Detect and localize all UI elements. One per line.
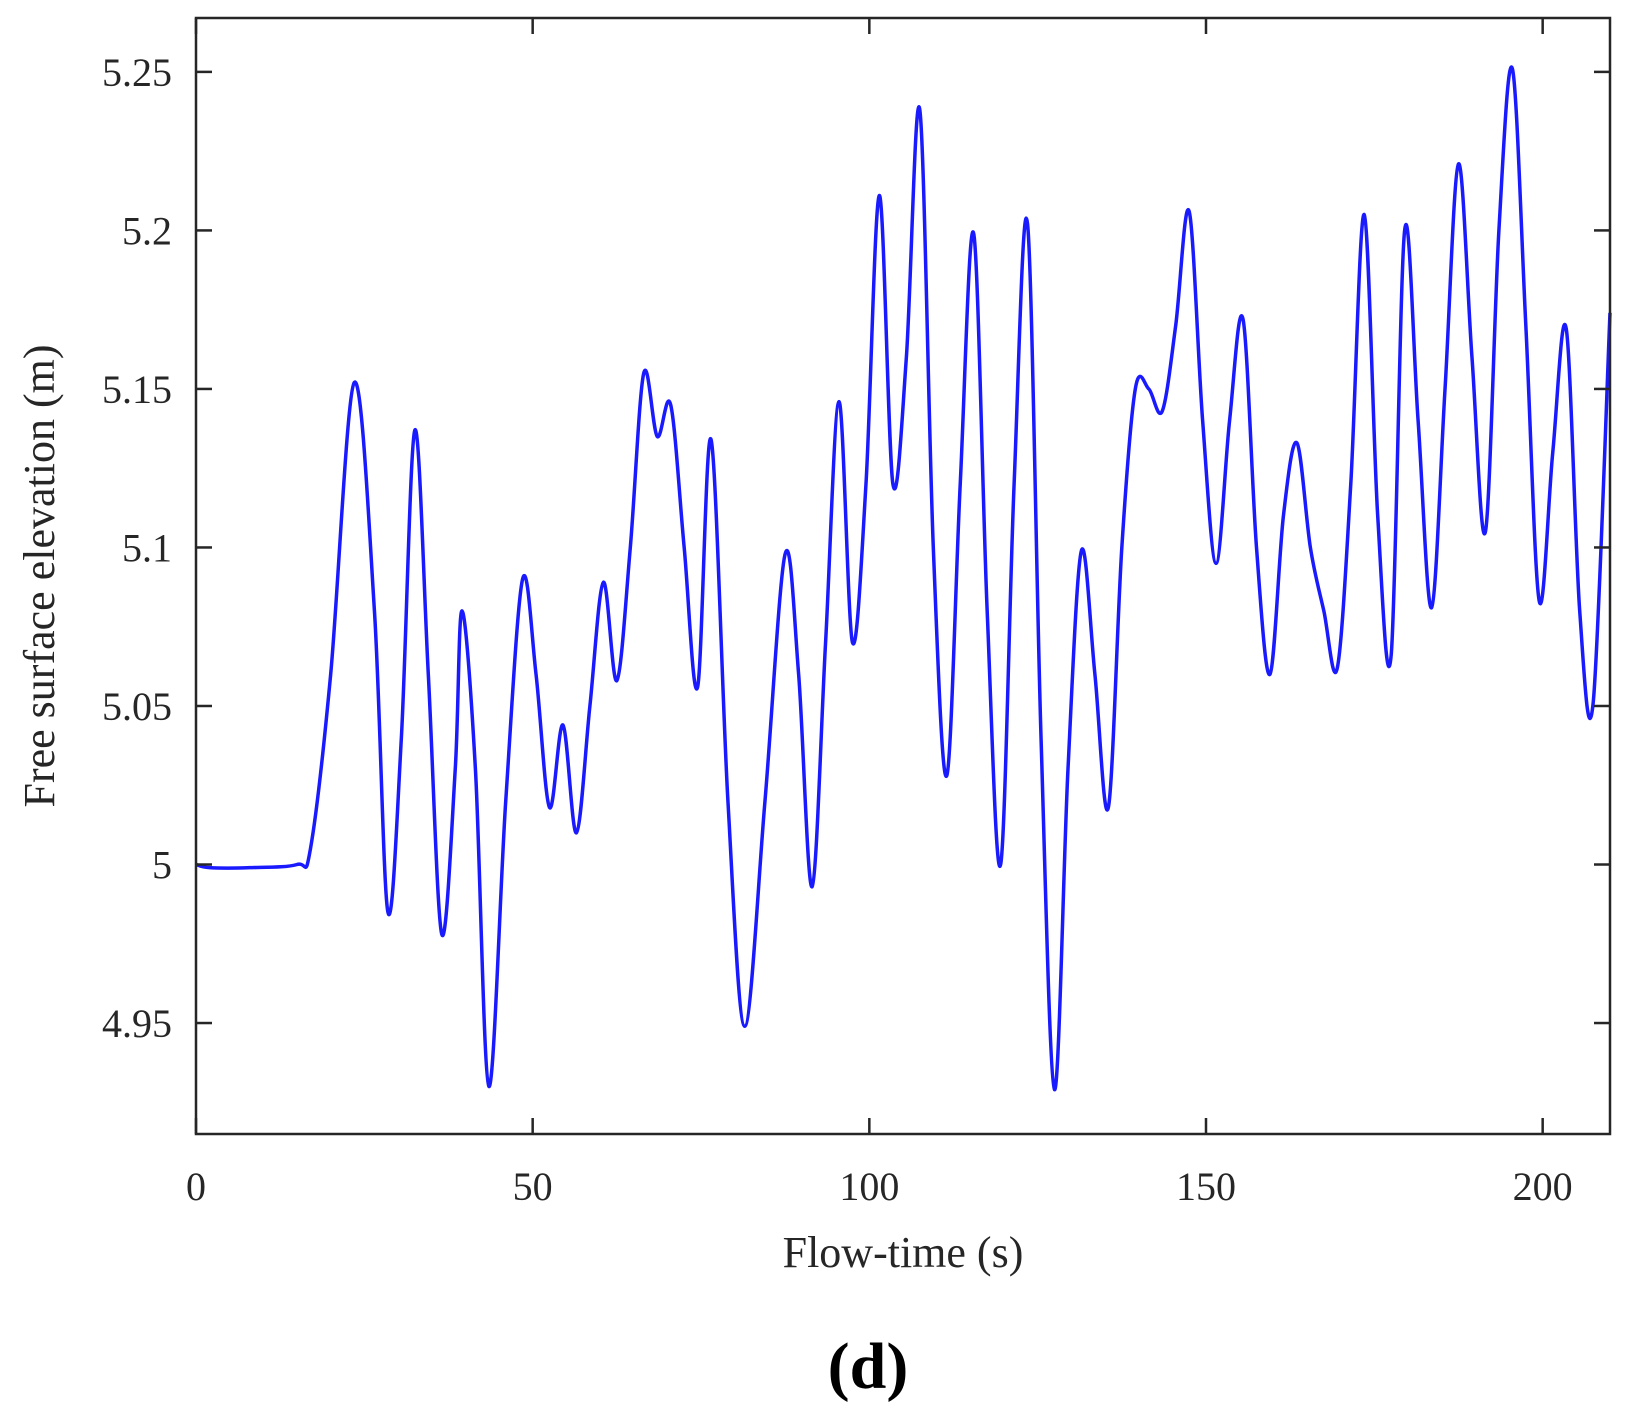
x-tick-labels: 0 50 100 150 200 <box>186 1164 1573 1209</box>
series-layer <box>195 65 1612 1092</box>
series-line-1 <box>195 65 1612 1092</box>
y-tick-label: 5.1 <box>122 525 172 570</box>
x-tick-label: 150 <box>1176 1164 1236 1209</box>
y-tick-label: 5.25 <box>102 50 172 95</box>
plot-frame <box>194 16 1612 1136</box>
y-tick-label: 5.2 <box>122 208 172 253</box>
y-tick-label: 5.15 <box>102 367 172 412</box>
x-tick-label: 100 <box>839 1164 899 1209</box>
y-tick-label: 5.05 <box>102 684 172 729</box>
x-axis-title: Flow-time (s) <box>783 1228 1024 1277</box>
y-tick-label: 5 <box>152 843 172 888</box>
x-tick-label: 0 <box>186 1164 206 1209</box>
y-tick-label: 4.95 <box>102 1001 172 1046</box>
plot-background <box>196 18 1610 1134</box>
y-axis-title: Free surface elevation (m) <box>15 345 64 808</box>
y-tick-labels: 4.95 5 5.05 5.1 5.15 5.2 5.25 <box>102 50 172 1046</box>
panel-label: (d) <box>828 1330 909 1403</box>
x-tick-label: 200 <box>1513 1164 1573 1209</box>
x-tick-label: 50 <box>513 1164 553 1209</box>
